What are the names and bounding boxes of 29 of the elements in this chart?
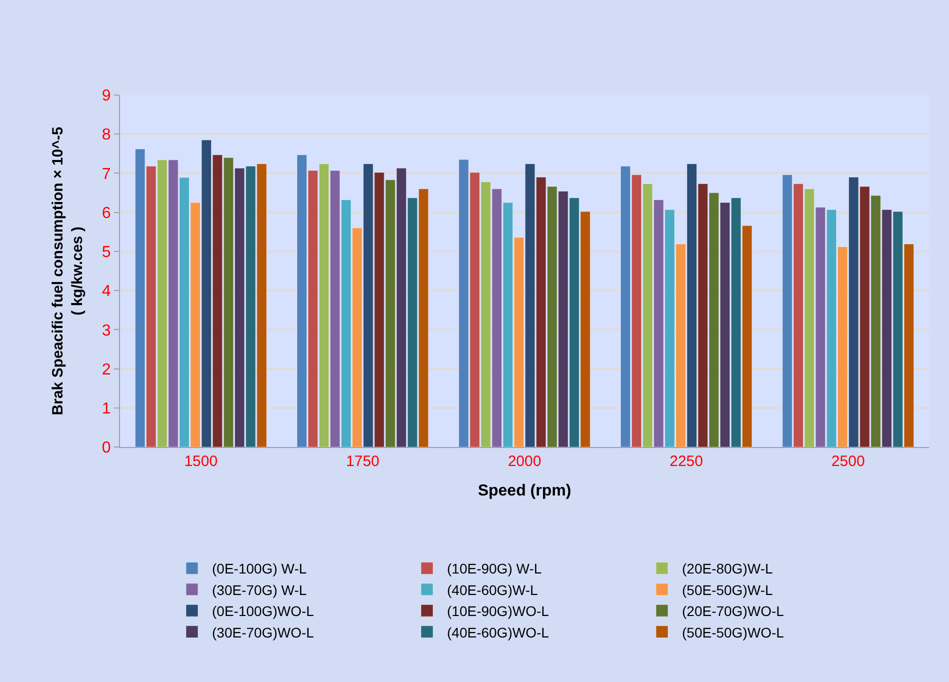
y-tick-label: 8 <box>102 126 111 144</box>
y-tick-label: 9 <box>102 88 111 105</box>
x-tick-label: 2250 <box>670 453 703 470</box>
legend-label: (40E-60G)WO-L <box>447 624 550 640</box>
legend-label: (40E-60G)W-L <box>447 582 538 598</box>
legend-label: (50E-50G)WO-L <box>682 624 784 640</box>
y-tick-label: 6 <box>102 204 111 222</box>
x-tick-label: 1750 <box>346 453 380 470</box>
legend-label: (30E-70G)WO-L <box>212 624 314 640</box>
x-tick-label: 2000 <box>508 453 542 470</box>
legend-label: (10E-90G) W-L <box>447 560 542 577</box>
legend-label: (50E-50G)W-L <box>682 582 773 598</box>
legend-label: (20E-80G)W-L <box>682 560 773 577</box>
y-tick-label: 7 <box>102 166 111 183</box>
legend-label: (20E-70G)WO-L <box>682 603 784 620</box>
y-tick-label: 0 <box>102 440 111 457</box>
y-tick-label: 5 <box>102 244 111 262</box>
y-tick-label: 4 <box>102 283 111 300</box>
y-tick-label: 1 <box>102 400 111 418</box>
x-tick-label: 1500 <box>184 453 218 470</box>
legend-label: (10E-90G)WO-L <box>447 603 550 620</box>
legend-label: (0E-100G) W-L <box>212 560 307 577</box>
y-axis-title: Brak Speacific fuel consumption × 10^-5 ( kg/kw.ces ) <box>50 126 86 416</box>
y-tick-label: 3 <box>102 322 111 340</box>
legend-label: (30E-70G) W-L <box>212 582 307 598</box>
legend-label: (0E-100G)WO-L <box>212 603 314 620</box>
y-tick-label: 2 <box>102 361 111 378</box>
x-axis-title: Speed (rpm) <box>478 482 572 500</box>
x-tick-label: 2500 <box>831 453 865 470</box>
